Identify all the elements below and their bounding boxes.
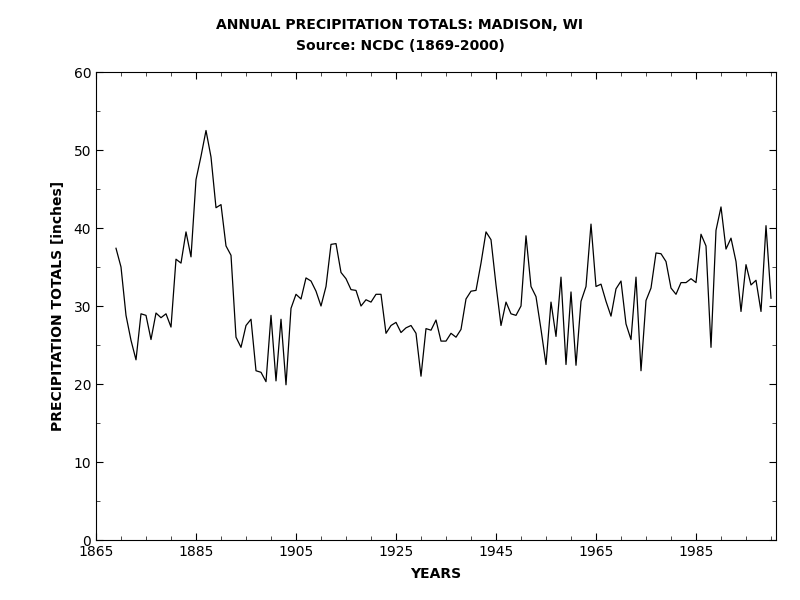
- X-axis label: YEARS: YEARS: [410, 567, 462, 581]
- Text: Source: NCDC (1869-2000): Source: NCDC (1869-2000): [295, 39, 505, 53]
- Text: ANNUAL PRECIPITATION TOTALS: MADISON, WI: ANNUAL PRECIPITATION TOTALS: MADISON, WI: [217, 18, 583, 32]
- Y-axis label: PRECIPITATION TOTALS [inches]: PRECIPITATION TOTALS [inches]: [51, 181, 65, 431]
